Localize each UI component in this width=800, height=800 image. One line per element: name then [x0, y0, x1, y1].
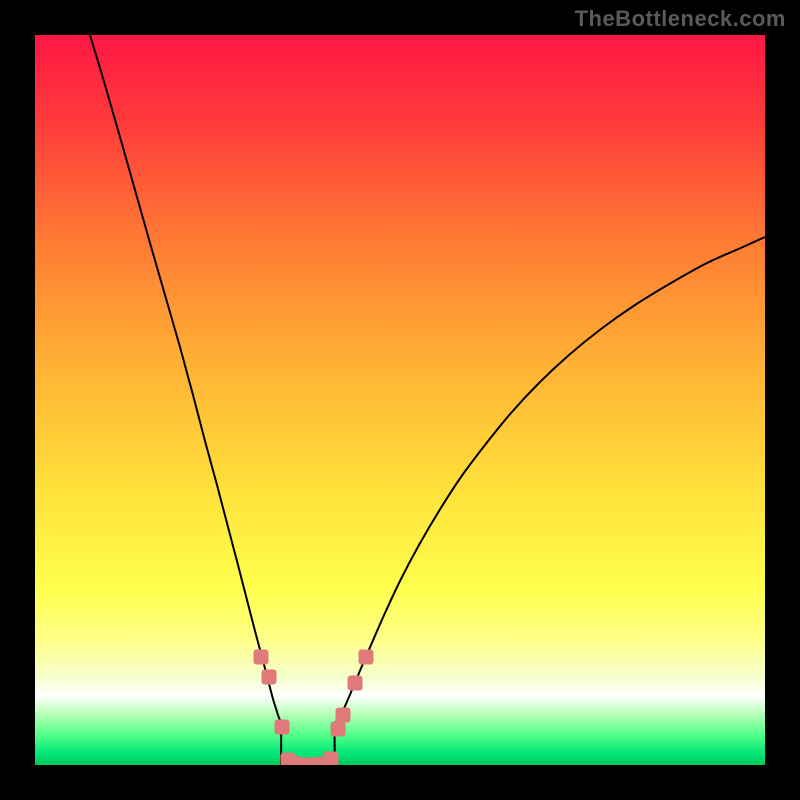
curve-markers: [254, 650, 374, 766]
plot-area: [35, 35, 765, 765]
watermark-text: TheBottleneck.com: [575, 6, 786, 32]
curve-marker: [331, 722, 346, 737]
curve-marker: [254, 650, 269, 665]
curve-marker: [324, 752, 339, 766]
curve-marker: [348, 676, 363, 691]
bottleneck-curve: [35, 35, 765, 765]
curve-marker: [336, 708, 351, 723]
curve-marker: [262, 670, 277, 685]
curve-marker: [359, 650, 374, 665]
curve-marker: [275, 720, 290, 735]
curve-left-branch: [90, 35, 281, 765]
curve-right-branch: [335, 237, 765, 765]
